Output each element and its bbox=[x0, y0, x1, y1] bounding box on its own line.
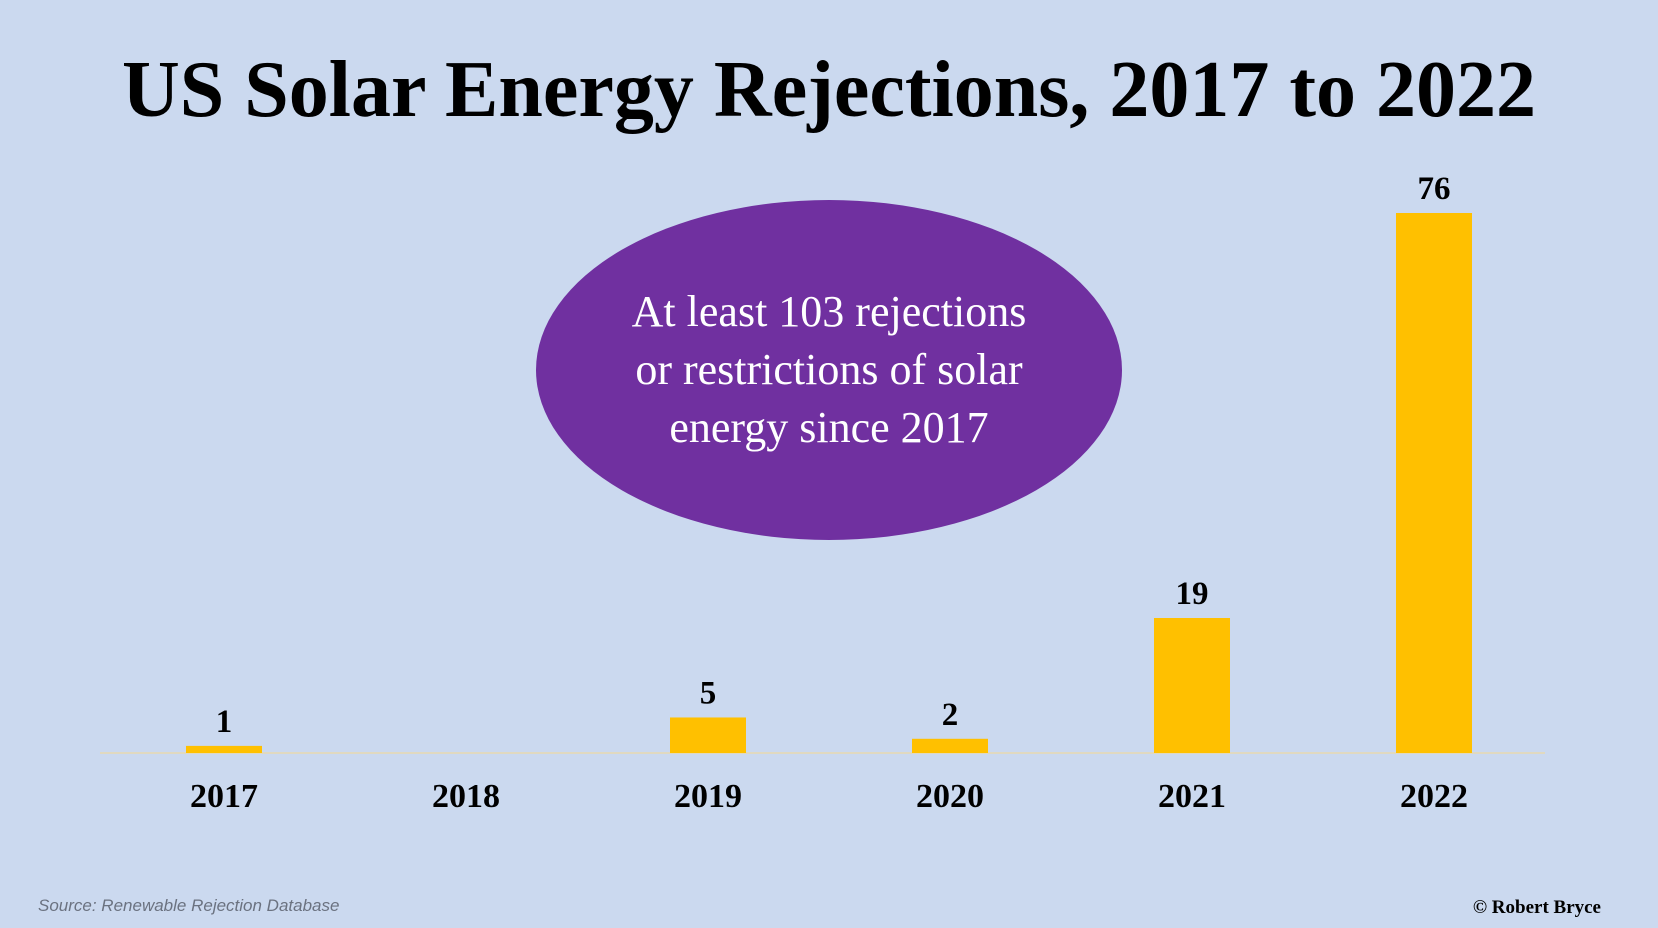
x-tick-label-2021: 2021 bbox=[1158, 778, 1226, 815]
x-tick-label-2022: 2022 bbox=[1400, 778, 1468, 815]
data-label-2020: 2 bbox=[942, 697, 959, 733]
x-tick-label-2018: 2018 bbox=[432, 778, 500, 815]
tick-labels-group: 2017 2018 2019 2020 2021 2022 bbox=[190, 778, 1468, 815]
bar-2020 bbox=[912, 738, 988, 753]
data-label-2022: 76 bbox=[1418, 171, 1451, 207]
data-labels-group: 1 5 2 19 76 bbox=[216, 171, 1451, 740]
callout-text: At least 103 rejections or restrictions … bbox=[631, 287, 1027, 452]
data-label-2021: 19 bbox=[1176, 576, 1209, 612]
callout-ellipse: At least 103 rejections or restrictions … bbox=[536, 200, 1122, 540]
bar-2017 bbox=[186, 745, 262, 753]
bar-2022 bbox=[1396, 213, 1472, 753]
data-label-2017: 1 bbox=[216, 704, 233, 740]
source-note: Source: Renewable Rejection Database bbox=[38, 896, 340, 915]
x-tick-label-2019: 2019 bbox=[674, 778, 742, 815]
bar-2021 bbox=[1154, 618, 1230, 753]
bar-2019 bbox=[670, 717, 746, 753]
credit-note: © Robert Bryce bbox=[1472, 897, 1601, 918]
x-tick-label-2017: 2017 bbox=[190, 778, 258, 815]
x-tick-label-2020: 2020 bbox=[916, 778, 984, 815]
data-label-2019: 5 bbox=[700, 675, 717, 711]
bars-group bbox=[186, 213, 1472, 753]
chart-title: US Solar Energy Rejections, 2017 to 2022 bbox=[122, 46, 1536, 134]
